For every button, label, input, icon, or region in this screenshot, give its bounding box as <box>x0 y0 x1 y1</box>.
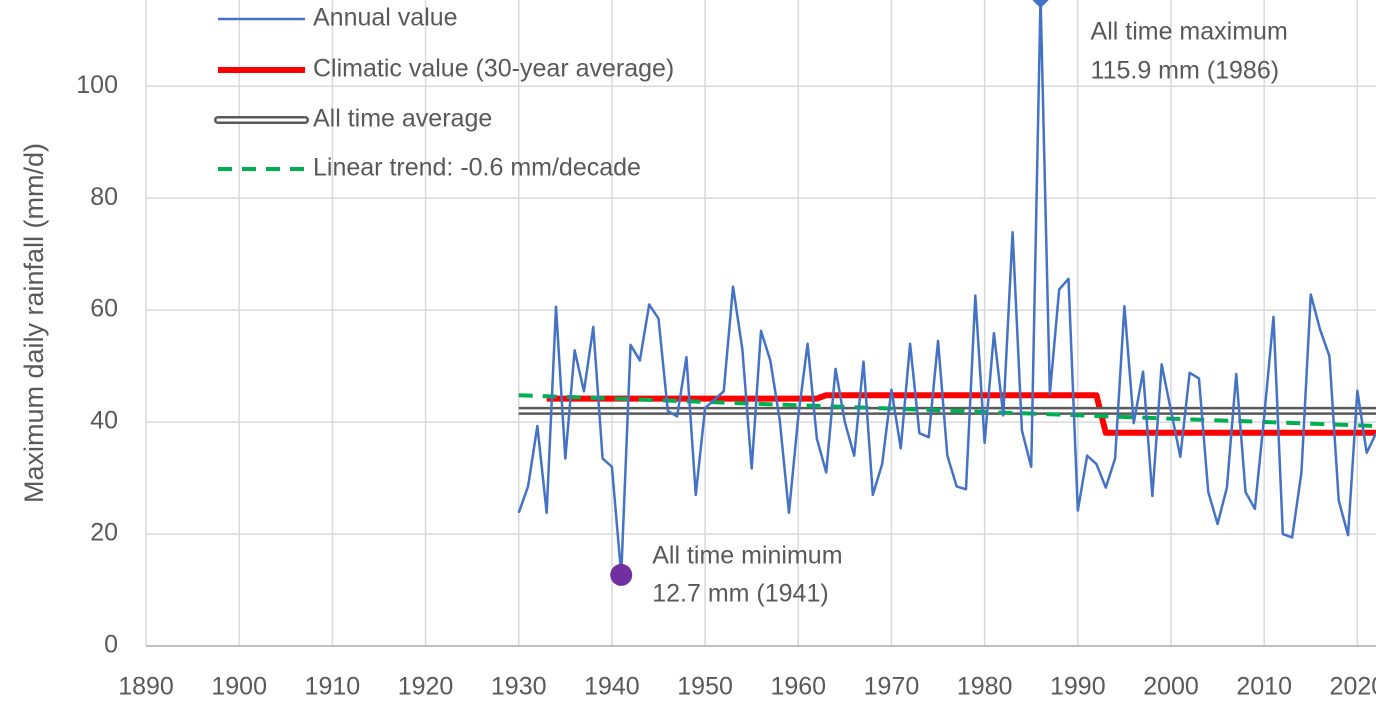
x-tick-label: 2000 <box>1143 673 1199 701</box>
x-tick-label: 1890 <box>118 673 174 701</box>
y-tick-label: 20 <box>90 519 118 547</box>
min-marker <box>610 563 633 586</box>
annotation-text: 12.7 mm (1941) <box>652 580 828 608</box>
x-tick-label: 1980 <box>957 673 1013 701</box>
x-tick-label: 1950 <box>677 673 733 701</box>
x-tick-label: 1900 <box>211 673 267 701</box>
annotation-text: All time minimum <box>652 542 842 570</box>
y-tick-label: 80 <box>90 183 118 211</box>
plot-area <box>517 0 1376 586</box>
x-tick-label: 2020 <box>1330 673 1376 701</box>
y-tick-label: 60 <box>90 295 118 323</box>
y-axis-label: Maximum daily rainfall (mm/d) <box>19 143 49 503</box>
y-tick-label: 100 <box>76 71 118 99</box>
legend-label: Annual value <box>313 4 458 32</box>
legend-label: All time average <box>313 105 492 133</box>
legend-label: Linear trend: -0.6 mm/decade <box>313 154 641 182</box>
max-marker <box>1032 0 1049 9</box>
annotation-text: All time maximum <box>1091 18 1288 46</box>
y-tick-label: 0 <box>104 631 118 659</box>
x-tick-label: 2010 <box>1236 673 1292 701</box>
annotation-text: 115.9 mm (1986) <box>1091 57 1280 85</box>
x-tick-label: 1930 <box>491 673 547 701</box>
legend-label: Climatic value (30-year average) <box>313 55 674 83</box>
x-tick-label: 1910 <box>305 673 361 701</box>
series-line <box>546 392 1376 436</box>
x-tick-label: 1960 <box>770 673 826 701</box>
x-tick-label: 1970 <box>864 673 920 701</box>
series-line <box>517 0 1376 577</box>
x-tick-label: 1990 <box>1050 673 1106 701</box>
x-tick-label: 1920 <box>398 673 454 701</box>
x-tick-label: 1940 <box>584 673 640 701</box>
y-tick-label: 40 <box>90 407 118 435</box>
grid <box>145 0 1376 647</box>
